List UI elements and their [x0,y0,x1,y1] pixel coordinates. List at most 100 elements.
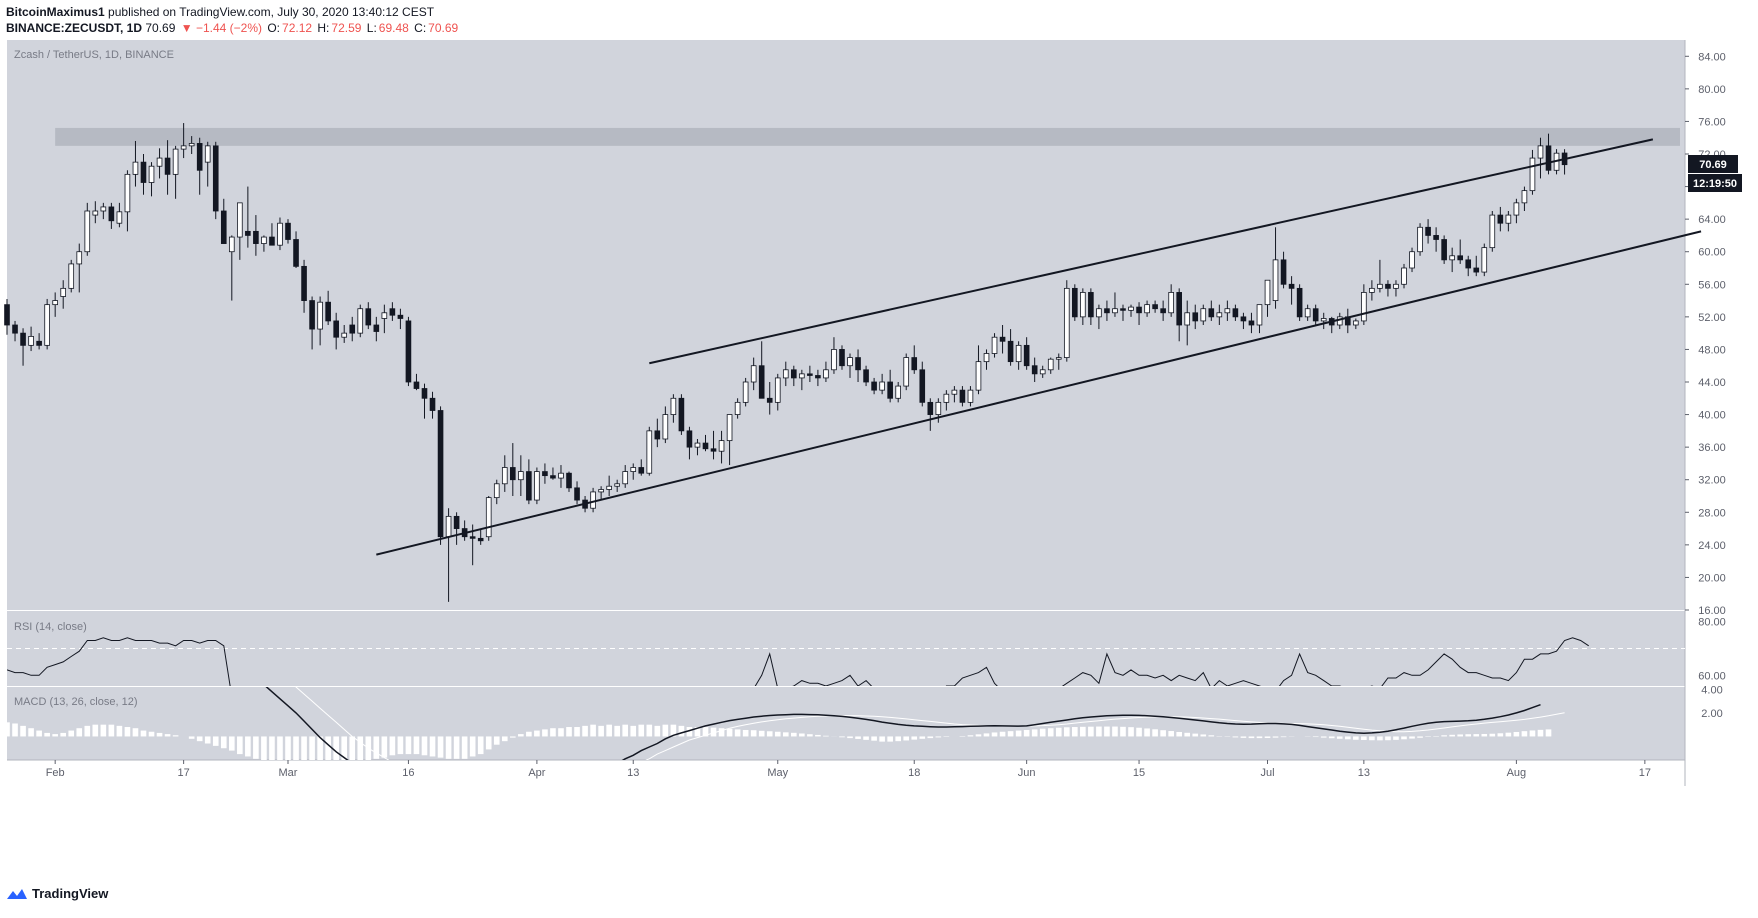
candle[interactable] [1473,255,1480,277]
candle[interactable] [903,353,910,391]
candle[interactable] [349,316,356,342]
candle[interactable] [782,361,789,387]
candle[interactable] [726,414,733,466]
candle[interactable] [710,430,717,460]
candle[interactable] [1433,227,1439,252]
candle[interactable] [1505,211,1512,232]
candle[interactable] [526,459,532,505]
candle[interactable] [20,328,26,366]
candle[interactable] [542,463,548,484]
candle[interactable] [895,382,901,403]
candle[interactable] [758,341,765,399]
candle[interactable] [1088,288,1094,325]
candle[interactable] [108,202,115,229]
candle[interactable] [951,386,958,403]
candle[interactable] [1200,304,1207,325]
candle[interactable] [1497,206,1504,232]
candle[interactable] [44,298,50,350]
candle[interactable] [509,443,516,496]
candle[interactable] [28,326,34,352]
candle[interactable] [116,202,123,228]
candle[interactable] [453,512,460,545]
candle[interactable] [228,235,235,301]
candle[interactable] [269,223,275,246]
candle[interactable] [36,333,42,350]
candle[interactable] [413,373,420,391]
candle[interactable] [742,377,749,407]
candle[interactable] [791,365,797,387]
candle[interactable] [1136,302,1142,325]
candle[interactable] [855,349,861,382]
candle[interactable] [132,140,139,187]
author-name[interactable]: BitcoinMaximus1 [6,5,105,19]
candle[interactable] [694,439,701,456]
candle[interactable] [237,202,243,260]
candle[interactable] [943,390,950,411]
candle[interactable] [1128,304,1134,317]
candle[interactable] [1216,304,1223,325]
candle[interactable] [1264,279,1271,317]
candle[interactable] [76,243,83,293]
candle[interactable] [325,290,331,325]
candle[interactable] [293,231,299,268]
candle[interactable] [84,202,91,256]
candle[interactable] [1240,312,1247,330]
candle[interactable] [518,455,524,496]
candle[interactable] [1296,284,1303,321]
candle[interactable] [1425,219,1431,244]
trendline-lower[interactable] [376,230,1702,556]
candle[interactable] [357,304,364,338]
candle[interactable] [638,459,645,476]
candle[interactable] [999,325,1006,354]
candle[interactable] [1441,235,1447,264]
candle[interactable] [1144,300,1150,317]
candle[interactable] [670,394,677,423]
candle[interactable] [172,145,179,199]
candle[interactable] [1072,284,1078,321]
candle[interactable] [309,296,315,350]
candle[interactable] [887,369,893,403]
candle[interactable] [606,475,612,496]
candle[interactable] [927,398,934,431]
candle[interactable] [421,383,428,419]
candle[interactable] [1465,255,1472,277]
candle[interactable] [1377,259,1383,293]
candle[interactable] [662,406,669,444]
candle[interactable] [1224,300,1231,321]
candle[interactable] [1256,304,1263,334]
candle[interactable] [1521,186,1528,211]
candle[interactable] [1288,276,1295,305]
candle[interactable] [774,373,781,411]
candle[interactable] [373,316,380,342]
candle[interactable] [975,345,982,395]
candle[interactable] [1393,280,1399,297]
candle[interactable] [164,140,171,195]
candle[interactable] [1280,251,1287,289]
candle[interactable] [1023,337,1030,370]
candle[interactable] [1320,312,1327,330]
candle[interactable] [1080,288,1086,325]
candle[interactable] [12,320,18,342]
candle[interactable] [630,463,637,480]
candle[interactable] [245,186,251,248]
candle[interactable] [52,292,58,317]
candle[interactable] [1513,198,1520,224]
candle[interactable] [1120,304,1126,321]
candle[interactable] [261,235,267,252]
candle[interactable] [847,353,853,378]
candle[interactable] [686,426,693,460]
candle[interactable] [92,201,99,224]
candle[interactable] [1208,300,1215,321]
candle[interactable] [831,337,837,374]
candle[interactable] [871,377,877,395]
candle[interactable] [124,170,131,232]
candle[interactable] [1039,365,1046,378]
candle[interactable] [253,215,259,256]
candle[interactable] [766,382,773,415]
candle[interactable] [1417,223,1423,256]
candle[interactable] [622,465,629,488]
candle[interactable] [317,296,323,346]
candle[interactable] [863,365,869,387]
candle[interactable] [381,304,388,334]
candle[interactable] [1007,329,1014,366]
